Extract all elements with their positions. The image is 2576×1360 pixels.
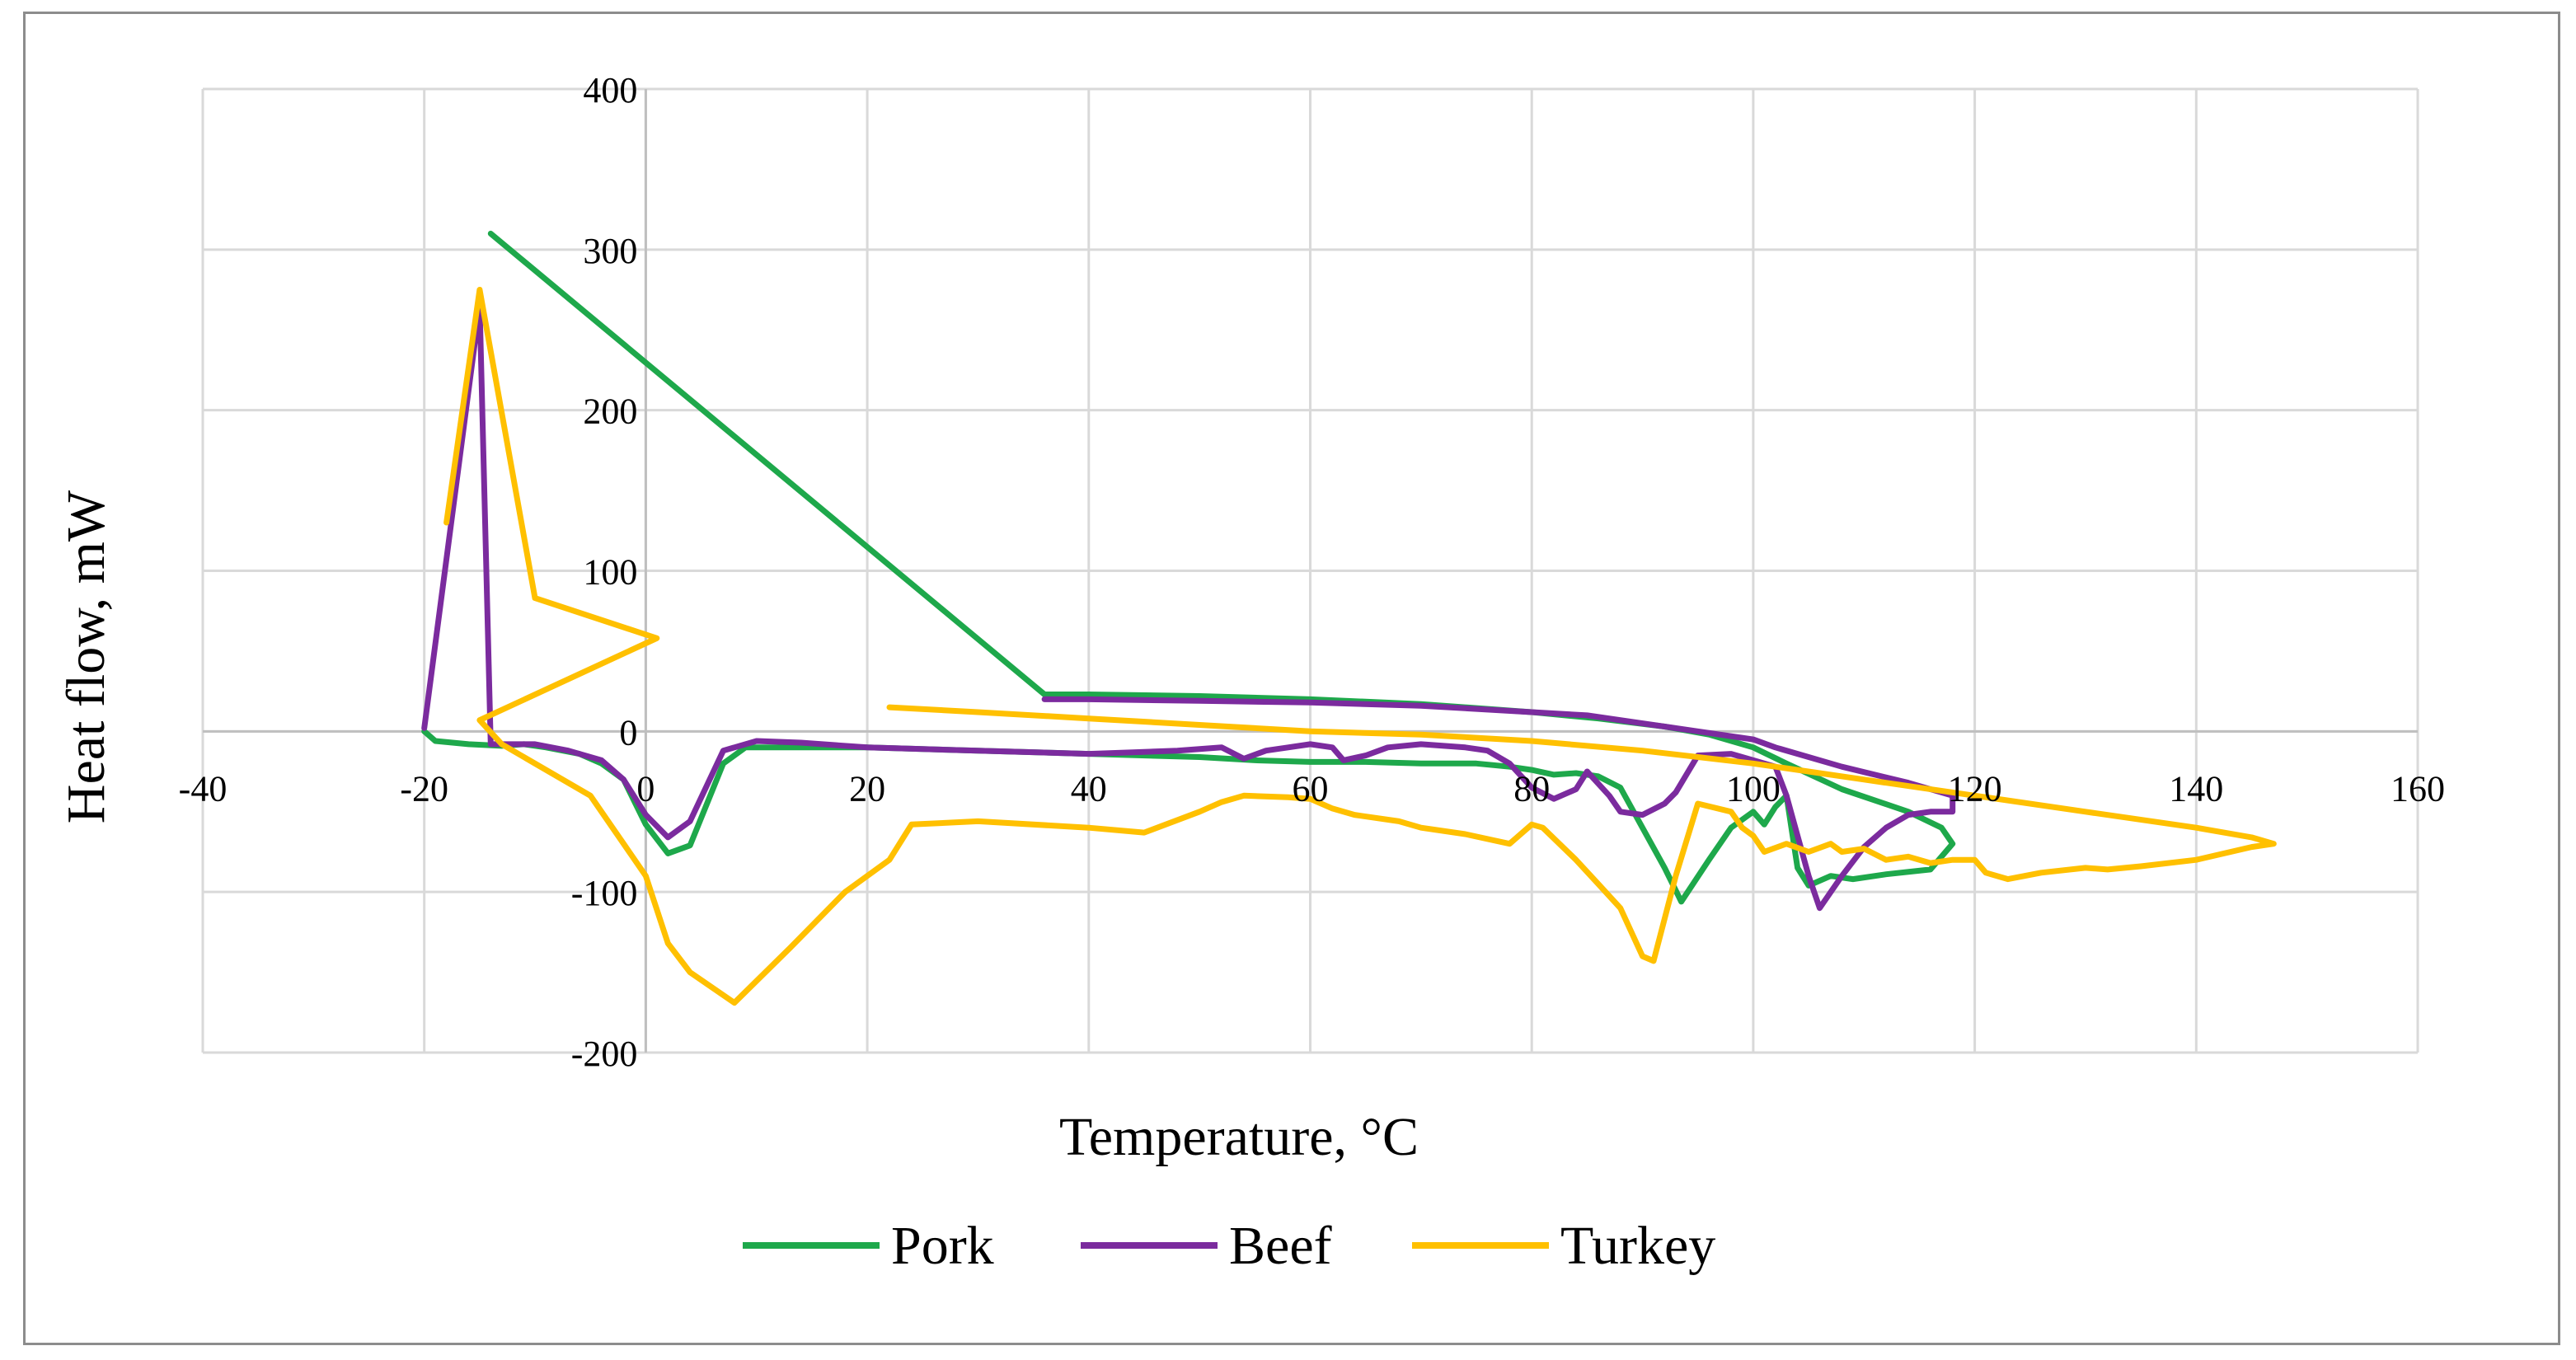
- y-tick-label: -200: [571, 1034, 638, 1074]
- x-tick-label: 100: [1726, 768, 1781, 809]
- gridlines: [201, 87, 2419, 1054]
- legend-item-pork: Pork: [743, 1216, 994, 1276]
- x-tick-label: -20: [400, 768, 448, 809]
- chart-frame: -40 -20 0 20 40 60 80 100 120 140 160 -200 -100 0 100 2…: [23, 12, 2560, 1345]
- x-tick-label: 20: [849, 768, 885, 809]
- y-tick-label: 0: [619, 712, 637, 753]
- x-tick-label: 40: [1071, 768, 1107, 809]
- line-chart: -40 -20 0 20 40 60 80 100 120 140 160-200-10001002…: [56, 70, 2445, 1276]
- series-line-turkey: [443, 287, 2277, 1006]
- series-line-pork: [421, 230, 1956, 905]
- x-tick-label: 80: [1513, 768, 1550, 809]
- x-tick-label: 60: [1293, 768, 1329, 809]
- tick-labels: -40 -20 0 20 40 60 80 100 120 140 160-200-10001002…: [179, 70, 2445, 1074]
- series-line-beef: [421, 302, 1956, 912]
- y-axis-title: Heat flow, mW: [56, 490, 116, 823]
- y-tick-label: 200: [583, 392, 637, 432]
- legend-label: Pork: [891, 1216, 994, 1276]
- y-tick-label: 300: [583, 231, 637, 271]
- y-tick-label: -100: [571, 873, 638, 913]
- legend-label: Beef: [1229, 1216, 1332, 1276]
- x-tick-label: -40: [179, 768, 228, 809]
- y-tick-label: 100: [583, 552, 637, 593]
- legend: Pork Beef Turkey: [743, 1216, 1715, 1276]
- x-tick-label: 0: [636, 768, 655, 809]
- x-axis-title: Temperature, °C: [1059, 1107, 1419, 1167]
- series-lines: [421, 230, 2277, 1006]
- x-tick-label: 140: [2169, 768, 2223, 809]
- legend-label: Turkey: [1560, 1216, 1715, 1276]
- legend-item-beef: Beef: [1081, 1216, 1332, 1276]
- x-tick-label: 120: [1948, 768, 2002, 809]
- y-tick-label: 400: [583, 70, 637, 110]
- legend-item-turkey: Turkey: [1412, 1216, 1715, 1276]
- x-tick-label: 160: [2391, 768, 2445, 809]
